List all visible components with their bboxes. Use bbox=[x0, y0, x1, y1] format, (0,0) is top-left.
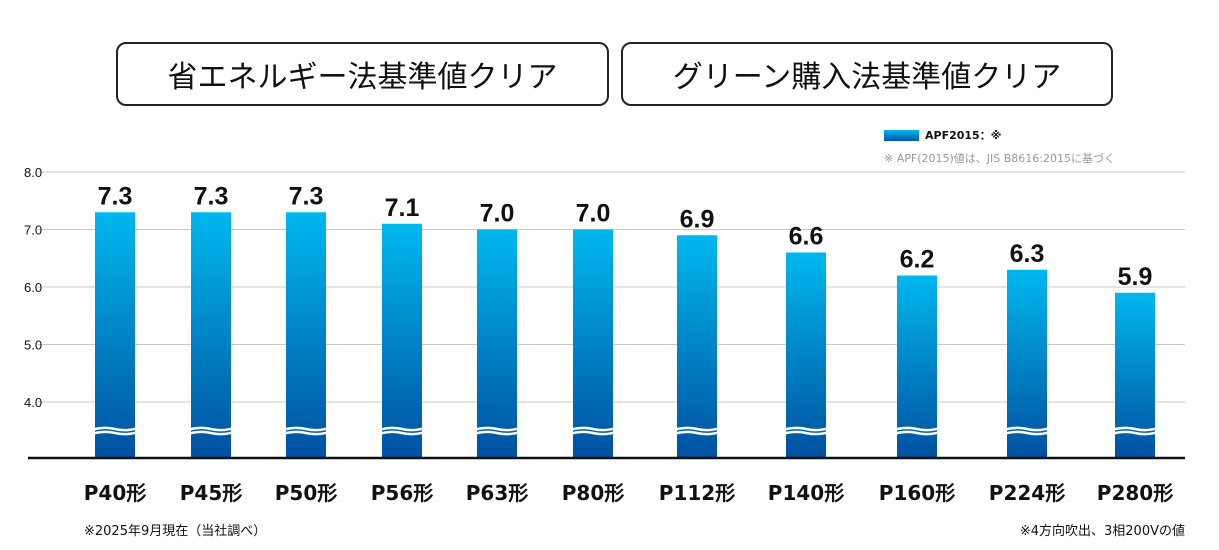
axis-break-mark bbox=[670, 425, 724, 437]
bar bbox=[95, 212, 135, 458]
energy-saving-law-badge: 省エネルギー法基準値クリア bbox=[116, 42, 609, 106]
data-label: 5.9 bbox=[1118, 263, 1153, 291]
bar bbox=[677, 235, 717, 458]
y-tick-label: 8.0 bbox=[24, 165, 42, 180]
x-category-label: P224形 bbox=[989, 481, 1065, 505]
axis-break-mark bbox=[566, 425, 620, 437]
data-label: 7.3 bbox=[289, 182, 324, 210]
data-label: 7.1 bbox=[385, 194, 420, 222]
x-category-label: P40形 bbox=[84, 481, 147, 505]
x-category-label: P45形 bbox=[180, 481, 243, 505]
axis-break-mark bbox=[470, 425, 524, 437]
footnote-right: ※4方向吹出、3相200Vの値 bbox=[1019, 524, 1185, 539]
y-tick-label: 5.0 bbox=[24, 338, 42, 353]
bar bbox=[1007, 269, 1047, 458]
footnote-left: ※2025年9月現在（当社調べ） bbox=[84, 524, 267, 539]
data-label: 6.2 bbox=[900, 246, 935, 274]
legend-swatch bbox=[884, 129, 919, 141]
y-tick-label: 4.0 bbox=[24, 395, 42, 410]
axis-break-mark bbox=[88, 425, 142, 437]
bar bbox=[786, 252, 826, 458]
x-category-label: P112形 bbox=[659, 481, 735, 505]
data-label: 7.0 bbox=[576, 200, 611, 228]
x-category-label: P280形 bbox=[1097, 481, 1173, 505]
axis-break-mark bbox=[279, 425, 333, 437]
data-label: 7.0 bbox=[480, 200, 515, 228]
axis-break-mark bbox=[890, 425, 944, 437]
axis-break-mark bbox=[1108, 425, 1162, 437]
data-label: 6.3 bbox=[1010, 240, 1045, 268]
green-purchasing-law-badge: グリーン購入法基準値クリア bbox=[621, 42, 1113, 106]
y-tick-label: 6.0 bbox=[24, 280, 42, 295]
bar bbox=[477, 229, 517, 458]
axis-break-mark bbox=[779, 425, 833, 437]
axis-break-mark bbox=[184, 425, 238, 437]
data-label: 7.3 bbox=[98, 182, 133, 210]
x-category-label: P63形 bbox=[466, 481, 529, 505]
axis-break-mark bbox=[375, 425, 429, 437]
bar bbox=[573, 229, 613, 458]
bar bbox=[382, 223, 422, 458]
apf-note: ※ APF(2015)値は、JIS B8616:2015に基づく bbox=[884, 152, 1115, 165]
y-tick-label: 7.0 bbox=[24, 223, 42, 238]
legend: APF2015：※ bbox=[884, 127, 1001, 143]
bar bbox=[191, 212, 231, 458]
data-label: 6.9 bbox=[680, 205, 715, 233]
axis-break-mark bbox=[1000, 425, 1054, 437]
x-category-label: P80形 bbox=[562, 481, 625, 505]
x-category-label: P50形 bbox=[275, 481, 338, 505]
x-category-label: P160形 bbox=[879, 481, 955, 505]
x-category-label: P140形 bbox=[768, 481, 844, 505]
x-category-label: P56形 bbox=[371, 481, 434, 505]
data-label: 6.6 bbox=[789, 223, 824, 251]
data-label: 7.3 bbox=[194, 182, 229, 210]
legend-label: APF2015：※ bbox=[925, 129, 1002, 142]
bar bbox=[286, 212, 326, 458]
